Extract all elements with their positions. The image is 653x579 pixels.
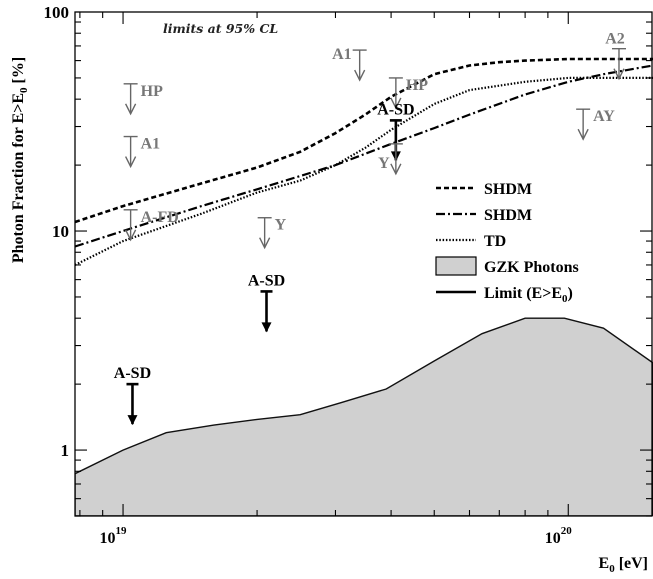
x-axis-label-sub: 0 xyxy=(609,563,615,575)
legend-label: GZK Photons xyxy=(484,259,579,276)
limit-label: A-FD xyxy=(141,209,179,226)
limit-arrow: A-SD xyxy=(248,272,285,333)
limit-arrow: A-SD xyxy=(377,101,415,162)
series-line-dotted xyxy=(75,76,653,266)
limit-label: A1 xyxy=(332,46,352,63)
limit-arrow: AY xyxy=(576,108,615,141)
limit-label: Y xyxy=(378,155,390,172)
legend-item: Limit (E>E0) xyxy=(436,285,573,305)
limit-arrow: Y xyxy=(378,143,403,176)
y-tick-label: 1 xyxy=(61,441,70,460)
limit-label: A-SD xyxy=(248,272,285,289)
x-axis-label: E0 [eV] xyxy=(599,555,648,575)
annotation-text: limits at 95% CL xyxy=(163,21,278,36)
limit-arrow: Y xyxy=(257,217,287,250)
limit-label: A-SD xyxy=(377,101,414,118)
limit-arrow: A2 xyxy=(605,31,626,81)
limit-arrow: HP xyxy=(388,77,428,110)
gzk-photons-region xyxy=(75,317,653,516)
axes-ticks xyxy=(75,12,652,517)
legend-item: GZK Photons xyxy=(435,256,579,276)
y-tick-labels: 1 10 100 xyxy=(44,3,70,460)
legend-item: SHDM xyxy=(436,207,532,224)
limit-label: A1 xyxy=(141,136,161,153)
legend-label: TD xyxy=(484,233,506,250)
gzk-photons-area xyxy=(75,317,653,516)
x-tick-labels: 1019 1020 xyxy=(100,525,573,547)
limit-label: AY xyxy=(593,108,615,125)
legend: SHDM SHDM TD GZK Photons Limit (E>E0) xyxy=(435,181,579,305)
limit-label: HP xyxy=(141,83,163,100)
limit-label: HP xyxy=(406,77,428,94)
x-axis-label-main: E xyxy=(599,555,610,572)
y-axis-label-tail: [%] xyxy=(10,57,27,88)
limit-label: A2 xyxy=(605,31,625,48)
y-tick-label: 100 xyxy=(44,3,70,22)
limit-arrows: HP A1 A-FD A-SD Y A-SD A1 HP A-SD Y A2 AY xyxy=(114,31,626,426)
x-axis-label-tail: [eV] xyxy=(615,555,648,572)
legend-label: SHDM xyxy=(484,207,532,224)
limit-arrow: HP xyxy=(123,83,163,116)
plot-frame xyxy=(74,11,653,517)
y-axis-label: Photon Fraction for E>E0 [%] xyxy=(10,57,30,263)
legend-item: TD xyxy=(436,233,506,250)
limit-arrow: A1 xyxy=(123,136,161,169)
legend-label: SHDM xyxy=(484,181,532,198)
y-axis-label-main: Photon Fraction for E>E xyxy=(10,93,27,263)
limit-arrow: A-SD xyxy=(114,365,151,426)
legend-label: Limit (E>E0) xyxy=(484,285,573,305)
y-tick-label: 10 xyxy=(52,222,69,241)
x-tick-label: 1019 xyxy=(100,525,128,547)
limit-label: A-SD xyxy=(114,365,151,382)
limit-arrow: A1 xyxy=(332,46,367,82)
x-tick-label: 1020 xyxy=(545,525,573,547)
series-line-dashdot xyxy=(75,64,653,248)
y-axis-label-sub: 0 xyxy=(18,87,30,93)
legend-item: SHDM xyxy=(436,181,532,198)
series-lines xyxy=(75,57,653,266)
limit-arrow: A-FD xyxy=(123,209,179,242)
limit-label: Y xyxy=(275,217,287,234)
series-line-dashed xyxy=(75,57,653,224)
